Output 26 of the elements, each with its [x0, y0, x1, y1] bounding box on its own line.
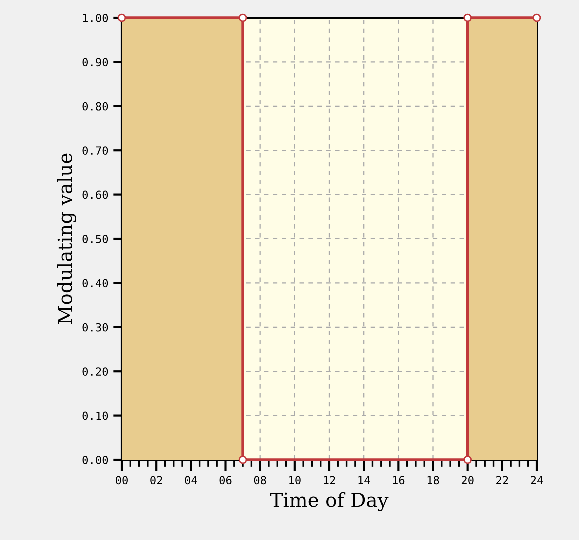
y-tick-label: 0.80	[82, 102, 108, 111]
y-tick-label: 0.90	[82, 58, 108, 67]
x-tick-label: 08	[254, 476, 266, 485]
x-tick-label: 12	[324, 476, 336, 484]
y-tick-label: 0.10	[82, 412, 108, 420]
y-tick-label: 0.30	[82, 323, 108, 332]
y-tick-label: 0.70	[82, 146, 108, 156]
y-tick-label: 0.50	[82, 235, 108, 244]
y-tick-label: 0.40	[82, 279, 108, 288]
x-tick-label: 24	[531, 476, 544, 484]
x-tick-label: 02	[150, 476, 162, 485]
x-tick-label: 14	[358, 476, 370, 484]
x-tick-label: 10	[290, 476, 301, 485]
x-tick-label: 00	[116, 476, 128, 485]
y-tick-label: 0.60	[82, 190, 108, 200]
x-axis-title: Time of Day	[270, 492, 389, 512]
y-tick-label: 0.00	[82, 456, 108, 464]
x-tick-label: 16	[393, 476, 405, 485]
x-tick-label: 18	[428, 476, 440, 485]
x-tick-label: 22	[496, 476, 508, 484]
x-tick-label: 04	[185, 476, 198, 485]
y-tick-label: 1.00	[83, 14, 108, 22]
x-tick-label: 20	[462, 476, 474, 485]
y-axis-title: Modulating value	[57, 154, 76, 324]
y-tick-label: 0.20	[82, 368, 108, 376]
x-tick-label: 06	[220, 476, 232, 485]
